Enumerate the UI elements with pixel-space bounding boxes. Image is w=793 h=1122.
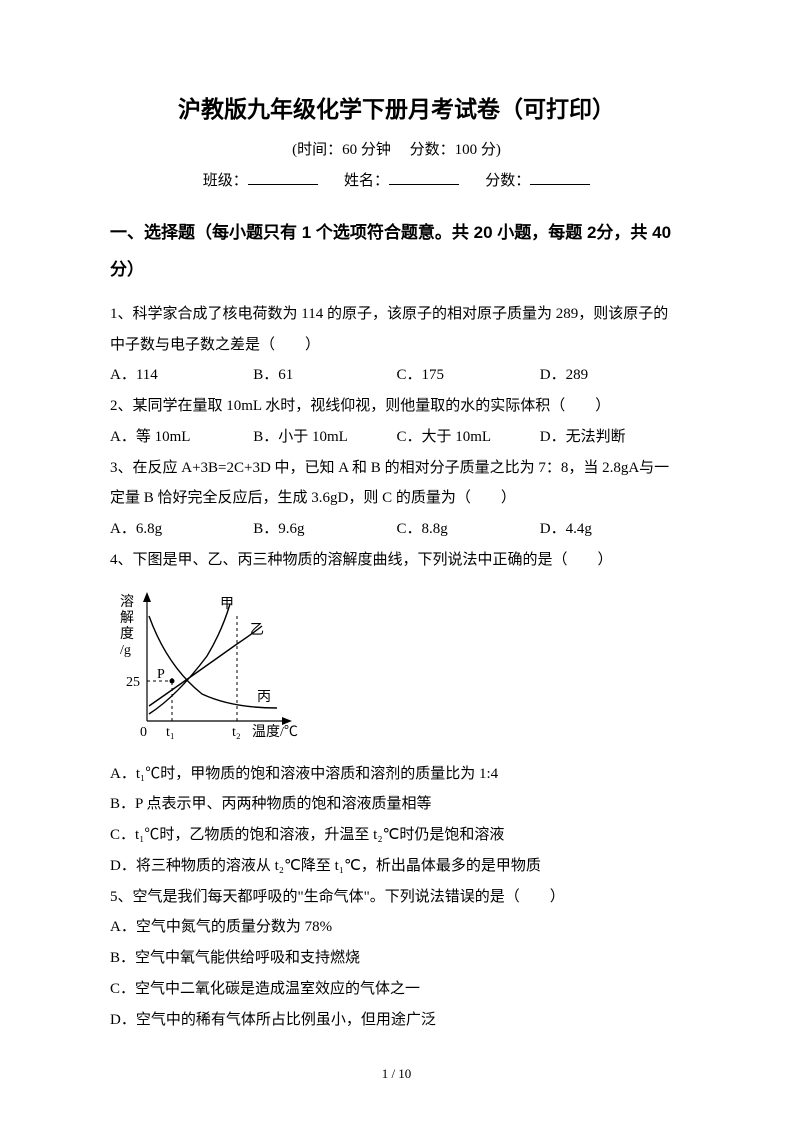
y-axis-label-4: /g bbox=[120, 643, 131, 658]
question-3: 3、在反应 A+3B=2C+3D 中，已知 A 和 B 的相对分子质量之比为 7… bbox=[110, 453, 683, 515]
section-1-heading: 一、选择题（每小题只有 1 个选项符合题意。共 20 小题，每题 2分，共 40… bbox=[110, 214, 683, 289]
score-label: 分数：100 分) bbox=[410, 142, 501, 158]
q1-option-d: D．289 bbox=[540, 360, 683, 391]
question-5: 5、空气是我们每天都呼吸的"生命气体"。下列说法错误的是（ ） bbox=[110, 882, 683, 913]
y-axis-label-1: 溶 bbox=[120, 594, 134, 610]
q5-option-c: C．空气中二氧化碳是造成温室效应的气体之一 bbox=[110, 974, 683, 1005]
x-tick-t2: t₂ bbox=[232, 725, 241, 740]
x-axis-arrow bbox=[282, 717, 292, 725]
solubility-chart: 溶 解 度 /g 25 0 t₁ t₂ 温度/℃ 丙 甲 乙 P bbox=[112, 586, 683, 751]
q4-option-c: C．t₁℃时，乙物质的饱和溶液，升温至 t₂℃时仍是饱和溶液 bbox=[110, 820, 683, 851]
label-yi: 乙 bbox=[250, 622, 264, 638]
curve-yi bbox=[149, 626, 262, 706]
q1-option-c: C．175 bbox=[397, 360, 540, 391]
label-bing: 丙 bbox=[257, 690, 271, 705]
q2-option-a: A．等 10mL bbox=[110, 422, 253, 453]
q5-option-a: A．空气中氮气的质量分数为 78% bbox=[110, 912, 683, 943]
exam-title: 沪教版九年级化学下册月考试卷（可打印） bbox=[110, 90, 683, 124]
x-axis-label: 温度/℃ bbox=[252, 724, 298, 740]
q4-option-d: D．将三种物质的溶液从 t₂℃降至 t₁℃，析出晶体最多的是甲物质 bbox=[110, 851, 683, 882]
q2-option-d: D．无法判断 bbox=[540, 422, 683, 453]
q1-option-a: A．114 bbox=[110, 360, 253, 391]
question-3-options: A．6.8g B．9.6g C．8.8g D．4.4g bbox=[110, 514, 683, 545]
name-blank[interactable] bbox=[389, 184, 459, 185]
q2-option-c: C．大于 10mL bbox=[397, 422, 540, 453]
y-axis-label-3: 度 bbox=[120, 626, 134, 642]
origin-label: 0 bbox=[140, 725, 147, 740]
q2-option-b: B．小于 10mL bbox=[253, 422, 396, 453]
y-axis-label-2: 解 bbox=[120, 610, 134, 626]
time-label: (时间：60 分钟 bbox=[292, 142, 391, 158]
class-blank[interactable] bbox=[248, 184, 318, 185]
q1-option-b: B．61 bbox=[253, 360, 396, 391]
label-jia: 甲 bbox=[220, 597, 234, 612]
question-2: 2、某同学在量取 10mL 水时，视线仰视，则他量取的水的实际体积（ ） bbox=[110, 391, 683, 422]
question-4: 4、下图是甲、乙、丙三种物质的溶解度曲线，下列说法中正确的是（ ） bbox=[110, 545, 683, 576]
q5-option-d: D．空气中的稀有气体所占比例虽小，但用途广泛 bbox=[110, 1005, 683, 1036]
question-2-options: A．等 10mL B．小于 10mL C．大于 10mL D．无法判断 bbox=[110, 422, 683, 453]
score-field-label: 分数： bbox=[485, 173, 530, 189]
q5-option-b: B．空气中氧气能供给呼吸和支持燃烧 bbox=[110, 943, 683, 974]
name-label: 姓名： bbox=[344, 173, 389, 189]
question-1: 1、科学家合成了核电荷数为 114 的原子，该原子的相对原子质量为 289，则该… bbox=[110, 299, 683, 361]
q4-option-b: B．P 点表示甲、丙两种物质的饱和溶液质量相等 bbox=[110, 789, 683, 820]
q3-option-a: A．6.8g bbox=[110, 514, 253, 545]
q3-option-d: D．4.4g bbox=[540, 514, 683, 545]
q3-option-b: B．9.6g bbox=[253, 514, 396, 545]
class-label: 班级： bbox=[203, 173, 248, 189]
y-axis-arrow bbox=[143, 592, 151, 602]
score-blank[interactable] bbox=[530, 184, 590, 185]
q4-option-a: A．t₁℃时，甲物质的饱和溶液中溶质和溶剂的质量比为 1:4 bbox=[110, 759, 683, 790]
q3-option-c: C．8.8g bbox=[397, 514, 540, 545]
x-tick-t1: t₁ bbox=[166, 725, 175, 740]
exam-subtitle: (时间：60 分钟 分数：100 分) bbox=[110, 138, 683, 159]
y-tick-25: 25 bbox=[126, 675, 140, 690]
student-info-line: 班级： 姓名： 分数： bbox=[110, 169, 683, 190]
page-number: 1 / 10 bbox=[0, 1066, 793, 1082]
point-p-marker bbox=[170, 678, 175, 683]
chart-svg: 溶 解 度 /g 25 0 t₁ t₂ 温度/℃ 丙 甲 乙 P bbox=[112, 586, 312, 746]
question-1-options: A．114 B．61 C．175 D．289 bbox=[110, 360, 683, 391]
point-p-label: P bbox=[157, 667, 165, 682]
